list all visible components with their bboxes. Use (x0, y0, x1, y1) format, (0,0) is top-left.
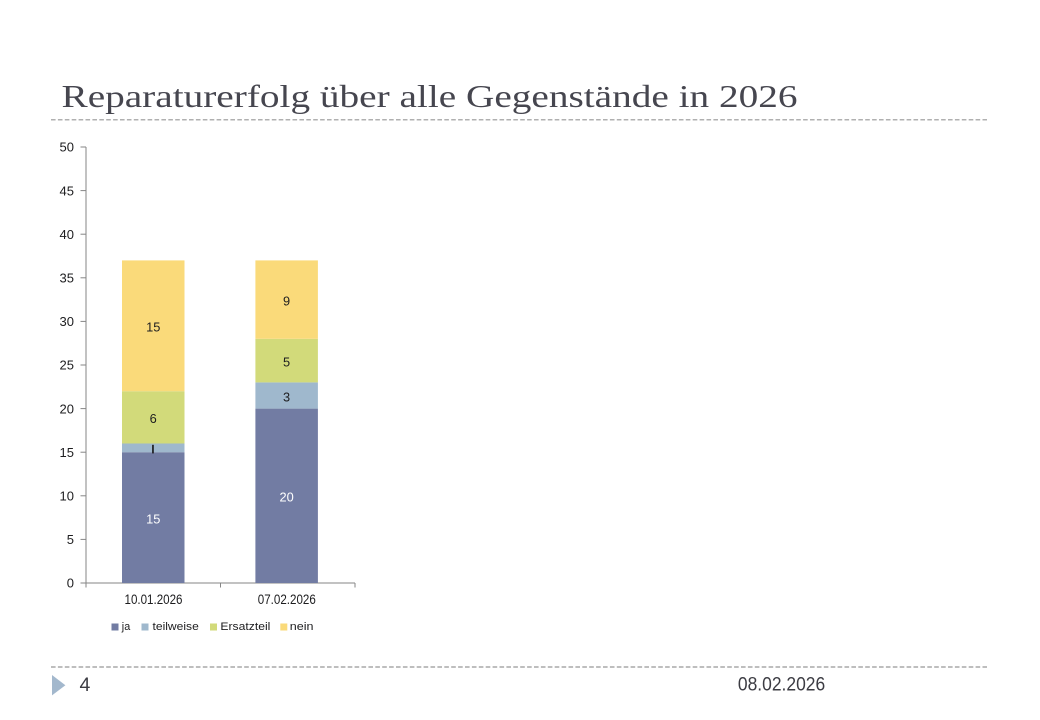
svg-text:10.01.2026: 10.01.2026 (125, 592, 183, 607)
svg-text:10: 10 (60, 489, 74, 504)
svg-text:45: 45 (60, 183, 74, 198)
svg-text:15: 15 (60, 445, 74, 460)
svg-text:08.02.2026: 08.02.2026 (738, 675, 825, 696)
svg-text:07.02.2026: 07.02.2026 (258, 592, 316, 607)
svg-text:0: 0 (67, 576, 74, 591)
svg-text:teilweise: teilweise (153, 621, 199, 633)
svg-text:ja: ja (121, 621, 130, 633)
svg-text:Ersatzteil: Ersatzteil (220, 621, 270, 633)
svg-text:20: 20 (279, 490, 293, 505)
svg-text:35: 35 (60, 271, 74, 286)
svg-text:15: 15 (146, 320, 160, 335)
svg-text:50: 50 (60, 140, 74, 155)
svg-text:25: 25 (60, 358, 74, 373)
svg-text:5: 5 (283, 354, 290, 369)
svg-text:nein: nein (290, 621, 314, 633)
svg-text:30: 30 (60, 314, 74, 329)
svg-text:3: 3 (283, 389, 290, 404)
svg-text:5: 5 (67, 532, 74, 547)
svg-text:Reparaturerfolg über alle Gege: Reparaturerfolg über alle Gegenstände in… (62, 78, 798, 114)
svg-text:4: 4 (80, 674, 91, 696)
svg-text:40: 40 (60, 227, 74, 242)
svg-text:9: 9 (283, 293, 290, 308)
svg-text:15: 15 (146, 511, 160, 526)
svg-text:6: 6 (150, 411, 157, 426)
svg-text:20: 20 (60, 401, 74, 416)
